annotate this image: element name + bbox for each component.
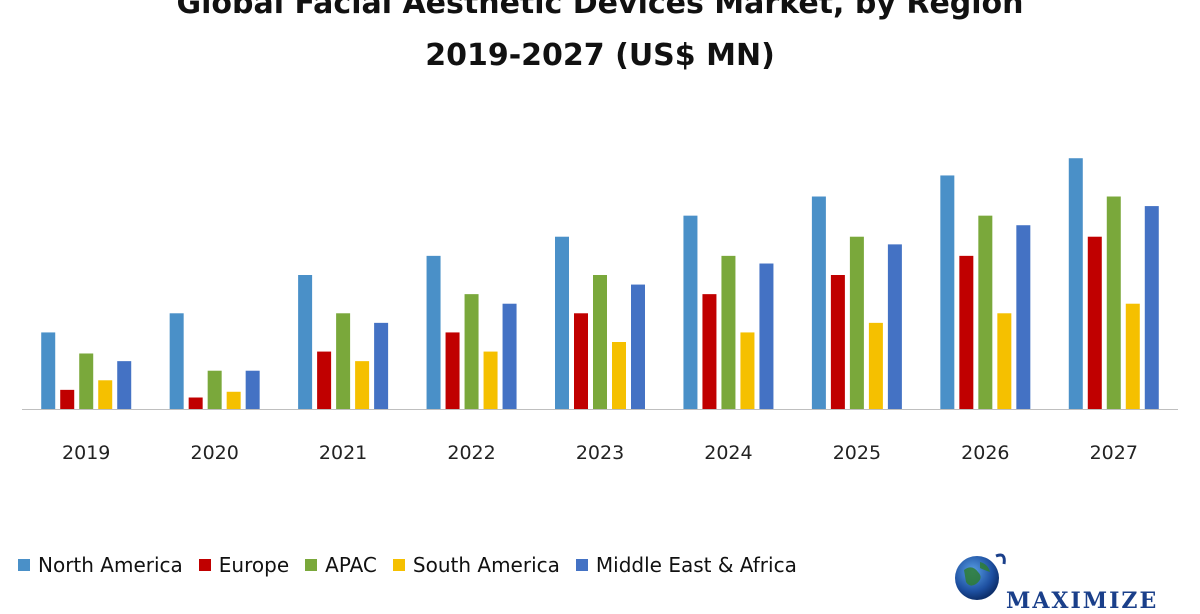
legend-item: Europe (198, 553, 290, 577)
bar-2020-1 (188, 397, 203, 409)
bar-2019-4 (117, 361, 132, 409)
bar-2020-2 (207, 370, 222, 409)
bar-2019-1 (60, 389, 75, 409)
legend-swatch (18, 559, 30, 571)
bar-2023-4 (631, 284, 645, 409)
legend-item: South America (392, 553, 560, 577)
bar-2025-2 (849, 236, 864, 409)
legend-swatch (392, 559, 405, 571)
chart-title-block: Global Facial Aesthetic Devices Market, … (0, 0, 1200, 82)
legend-item: Middle East & Africa (575, 553, 797, 577)
bar-2026-4 (1016, 225, 1031, 409)
bar-2026-2 (978, 215, 993, 409)
bar-2019-0 (41, 332, 56, 409)
bar-2024-2 (721, 255, 736, 409)
bar-2021-4 (374, 322, 389, 409)
bar-2023-2 (593, 275, 607, 409)
x-tick-label: 2027 (1090, 442, 1138, 464)
bar-chart: 2019 2020 2021 2022 2023 2024 2025 2026 2027 (22, 158, 1178, 464)
bar-2019-3 (98, 380, 113, 409)
bar-2024-3 (740, 332, 755, 409)
chart-subtitle: 2019-2027 (US$ MN) (425, 38, 775, 73)
x-tick-label: 2020 (190, 442, 238, 464)
legend-label: APAC (325, 553, 377, 577)
bar-2024-0 (683, 215, 698, 409)
logo-text: MAXIMIZE (1006, 588, 1159, 614)
x-tick-label: 2026 (961, 442, 1009, 464)
bar-2020-4 (245, 370, 260, 409)
bar-2025-1 (830, 275, 845, 409)
bar-2025-4 (887, 244, 902, 409)
bar-2022-2 (464, 294, 479, 409)
legend-item: APAC (305, 553, 377, 577)
x-tick-label: 2025 (833, 442, 881, 464)
legend-label: South America (412, 553, 560, 577)
bar-2027-3 (1125, 303, 1140, 409)
bar-2022-1 (445, 332, 460, 409)
bar-2020-0 (169, 313, 184, 409)
legend-swatch (198, 559, 211, 571)
bar-2022-3 (483, 351, 498, 409)
bar-2021-1 (317, 351, 332, 409)
bar-2023-3 (612, 342, 626, 409)
legend-swatch (575, 559, 588, 571)
bar-2025-3 (868, 322, 883, 409)
bar-2027-0 (1068, 158, 1083, 409)
legend-label: North America (38, 553, 183, 577)
bar-2021-2 (336, 313, 351, 409)
x-tick-label: 2019 (62, 442, 110, 464)
chart-title: Global Facial Aesthetic Devices Market, … (176, 0, 1024, 21)
x-tick-label: 2024 (704, 442, 752, 464)
legend-label: Europe (218, 553, 290, 577)
bar-2022-0 (426, 255, 441, 409)
legend-swatch (305, 559, 318, 571)
bar-2027-4 (1144, 206, 1159, 409)
x-tick-label: 2023 (576, 442, 624, 464)
bar-2023-0 (555, 236, 569, 409)
bar-2021-3 (355, 361, 370, 409)
bar-2027-1 (1087, 236, 1102, 409)
bar-2024-4 (759, 263, 774, 409)
bar-2023-1 (574, 313, 588, 409)
legend: North America Europe APAC South America Midd… (18, 551, 813, 579)
bar-2024-1 (702, 294, 717, 409)
x-tick-label: 2022 (447, 442, 495, 464)
bar-2026-3 (997, 313, 1012, 409)
bar-2027-2 (1106, 196, 1121, 409)
legend-item: North America (18, 553, 183, 577)
bar-2026-0 (940, 175, 955, 409)
bar-2020-3 (226, 391, 241, 409)
x-tick-label: 2021 (319, 442, 367, 464)
bar-2026-1 (959, 255, 974, 409)
bar-2022-4 (502, 303, 517, 409)
bar-2025-0 (811, 196, 826, 409)
bar-2021-0 (298, 275, 313, 409)
bar-2019-2 (79, 353, 94, 409)
globe-icon (955, 553, 1006, 600)
legend-label: Middle East & Africa (595, 553, 797, 577)
